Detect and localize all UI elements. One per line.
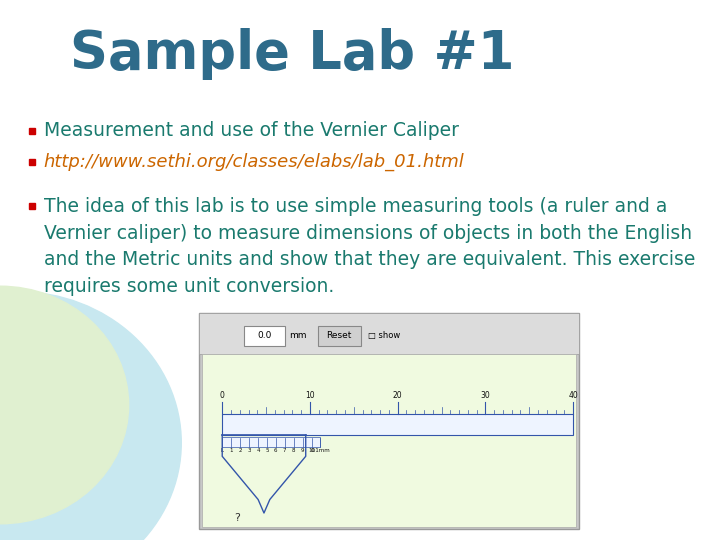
Circle shape [0, 292, 181, 540]
Text: 7: 7 [283, 448, 287, 453]
Text: 2: 2 [238, 448, 242, 453]
FancyBboxPatch shape [222, 414, 573, 435]
Text: Sample Lab #1: Sample Lab #1 [70, 28, 515, 80]
Text: 10: 10 [308, 448, 315, 453]
Text: http://www.sethi.org/classes/elabs/lab_01.html: http://www.sethi.org/classes/elabs/lab_0… [44, 153, 464, 171]
Text: Measurement and use of the Vernier Caliper: Measurement and use of the Vernier Calip… [44, 121, 459, 140]
Text: mm: mm [289, 332, 307, 340]
Text: 5: 5 [265, 448, 269, 453]
Text: Reset: Reset [326, 332, 352, 340]
FancyBboxPatch shape [244, 326, 285, 346]
FancyBboxPatch shape [318, 326, 361, 346]
Text: 8: 8 [292, 448, 295, 453]
FancyBboxPatch shape [199, 313, 579, 529]
Text: 30: 30 [480, 391, 490, 400]
Text: The idea of this lab is to use simple measuring tools (a ruler and a
Vernier cal: The idea of this lab is to use simple me… [44, 197, 696, 295]
Text: 0: 0 [220, 391, 225, 400]
Circle shape [0, 286, 129, 524]
Text: 6: 6 [274, 448, 277, 453]
Text: 10: 10 [305, 391, 315, 400]
Text: ?: ? [234, 512, 240, 523]
FancyBboxPatch shape [202, 354, 576, 526]
Text: L: L [221, 448, 224, 453]
FancyBboxPatch shape [222, 437, 320, 447]
Text: 4: 4 [256, 448, 260, 453]
Text: 0.0: 0.0 [258, 332, 272, 340]
Text: □ show: □ show [369, 332, 400, 340]
Text: 9: 9 [301, 448, 305, 453]
Text: 3: 3 [247, 448, 251, 453]
Text: 20: 20 [393, 391, 402, 400]
Text: 0.1mm: 0.1mm [310, 448, 330, 453]
Text: 40: 40 [568, 391, 578, 400]
Text: 1: 1 [230, 448, 233, 453]
FancyBboxPatch shape [199, 313, 579, 354]
